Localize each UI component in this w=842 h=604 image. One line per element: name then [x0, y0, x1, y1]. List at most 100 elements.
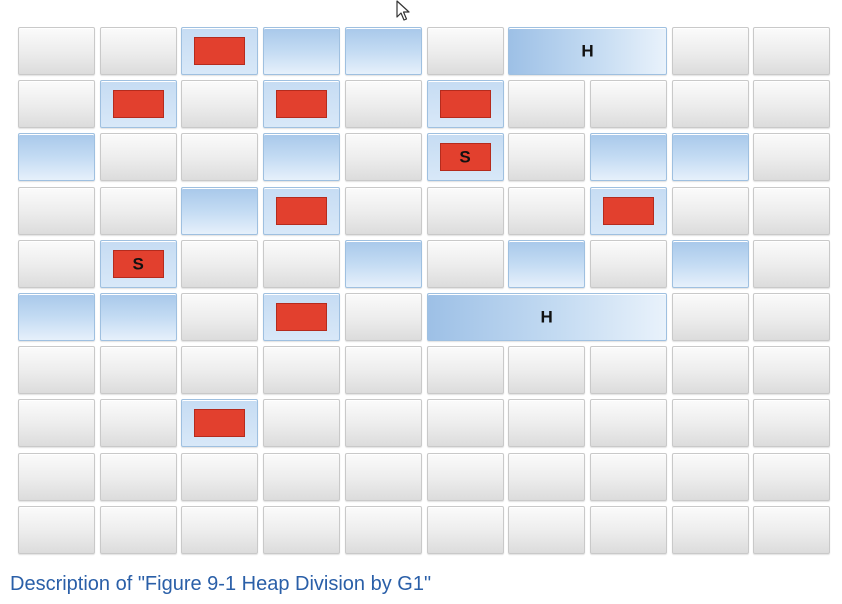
region-with-object — [263, 293, 341, 341]
live-object-block — [439, 143, 491, 172]
free-region — [263, 239, 341, 288]
allocated-region — [508, 239, 586, 288]
region-with-object — [589, 186, 667, 235]
free-region — [344, 505, 422, 554]
live-object-block — [439, 90, 491, 119]
allocated-region — [263, 133, 341, 182]
free-region — [508, 452, 586, 501]
free-region — [426, 239, 504, 288]
allocated-region — [18, 133, 95, 182]
region-type-label: H — [540, 307, 553, 327]
free-region — [671, 27, 749, 75]
mouse-cursor-icon — [396, 0, 410, 21]
free-region — [344, 452, 422, 501]
region-with-object — [426, 80, 504, 129]
free-region — [508, 346, 586, 395]
free-region — [426, 399, 504, 448]
free-region — [18, 452, 95, 501]
free-region — [753, 293, 831, 341]
free-region — [753, 186, 831, 235]
region-with-object — [99, 80, 177, 129]
free-region — [671, 452, 749, 501]
free-region — [589, 239, 667, 288]
free-region — [344, 186, 422, 235]
free-region — [589, 452, 667, 501]
free-region — [671, 399, 749, 448]
free-region — [753, 239, 831, 288]
free-region — [753, 452, 831, 501]
free-region — [589, 399, 667, 448]
live-object-block — [602, 196, 654, 225]
free-region — [181, 505, 259, 554]
free-region — [181, 133, 259, 182]
region-with-object — [181, 27, 259, 75]
free-region — [426, 452, 504, 501]
free-region — [181, 80, 259, 129]
free-region — [18, 239, 95, 288]
free-region — [671, 186, 749, 235]
free-region — [99, 399, 177, 448]
free-region — [753, 27, 831, 75]
live-object-block — [276, 196, 328, 225]
free-region — [589, 346, 667, 395]
region-type-label: S — [459, 147, 471, 167]
free-region — [753, 346, 831, 395]
allocated-region — [99, 293, 177, 341]
free-region — [753, 505, 831, 554]
free-region — [344, 293, 422, 341]
free-region — [671, 293, 749, 341]
free-region — [508, 399, 586, 448]
live-object-block — [194, 37, 246, 65]
free-region — [671, 80, 749, 129]
free-region — [181, 452, 259, 501]
free-region — [589, 80, 667, 129]
free-region — [181, 239, 259, 288]
allocated-region — [181, 186, 259, 235]
survivor-region: S — [99, 239, 177, 288]
free-region — [589, 505, 667, 554]
free-region — [18, 505, 95, 554]
live-object-block — [194, 409, 246, 438]
free-region — [181, 346, 259, 395]
free-region — [753, 133, 831, 182]
free-region — [18, 27, 95, 75]
free-region — [344, 346, 422, 395]
free-region — [18, 399, 95, 448]
free-region — [99, 186, 177, 235]
free-region — [753, 80, 831, 129]
free-region — [99, 346, 177, 395]
humongous-region: H — [508, 27, 667, 75]
free-region — [508, 186, 586, 235]
heap-region-grid: H S S H — [18, 27, 831, 554]
free-region — [344, 80, 422, 129]
free-region — [426, 505, 504, 554]
region-with-object — [263, 80, 341, 129]
allocated-region — [671, 133, 749, 182]
free-region — [263, 505, 341, 554]
free-region — [263, 452, 341, 501]
live-object-block — [276, 90, 328, 119]
region-type-label: H — [581, 41, 594, 61]
free-region — [18, 346, 95, 395]
live-object-block — [276, 303, 328, 331]
free-region — [263, 346, 341, 395]
live-object-block — [112, 249, 164, 278]
free-region — [18, 186, 95, 235]
survivor-region: S — [426, 133, 504, 182]
free-region — [426, 346, 504, 395]
free-region — [263, 399, 341, 448]
free-region — [508, 505, 586, 554]
allocated-region — [18, 293, 95, 341]
free-region — [344, 399, 422, 448]
free-region — [671, 505, 749, 554]
free-region — [508, 80, 586, 129]
free-region — [99, 133, 177, 182]
free-region — [344, 133, 422, 182]
allocated-region — [263, 27, 341, 75]
free-region — [99, 505, 177, 554]
figure-caption-link[interactable]: Description of "Figure 9-1 Heap Division… — [10, 573, 432, 595]
free-region — [753, 399, 831, 448]
free-region — [426, 27, 504, 75]
free-region — [18, 80, 95, 129]
